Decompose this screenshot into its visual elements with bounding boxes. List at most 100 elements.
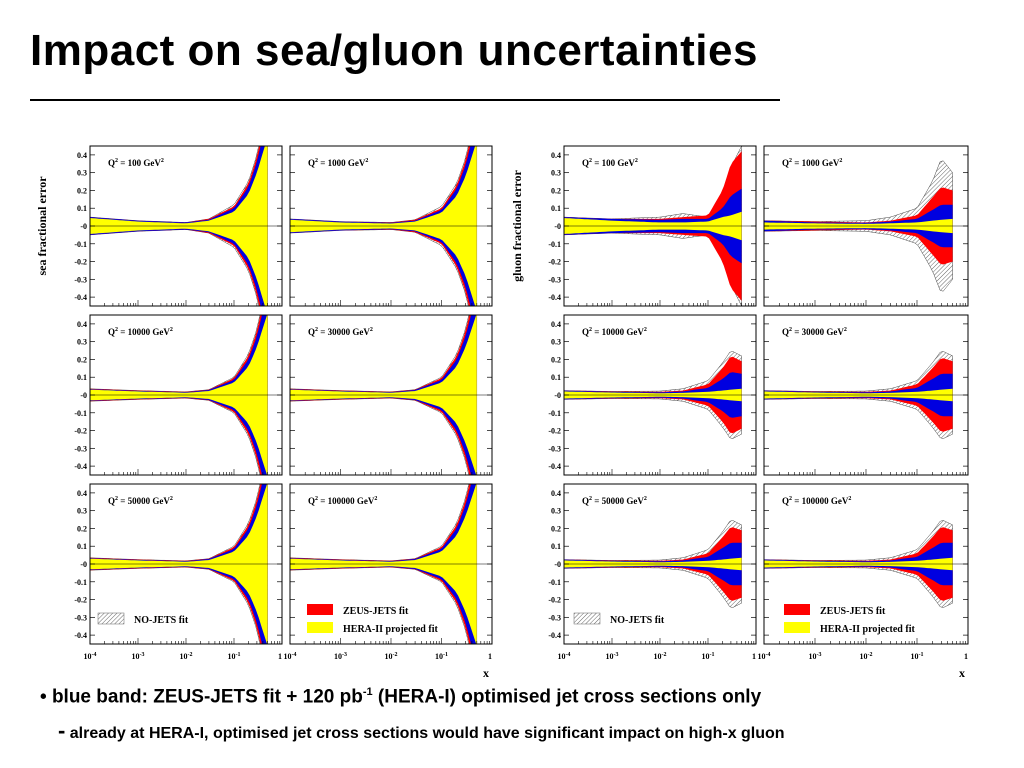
legend-label-no-jets: NO-JETS fit [134,615,189,626]
q2-label: Q2 = 1000 GeV2 [782,158,842,168]
y-tick-label: -0.2 [548,596,561,605]
plot-panel: 0.4 0.3 0.2 0.1 -0 -0.1 -0.2 -0.3 -0.4 Q2 = 10000… [548,314,757,476]
y-tick-label: 0.2 [551,524,561,533]
bullet-1: • blue band: ZEUS-JETS fit + 120 pb-1 (H… [40,686,785,708]
x-tick-label: 1 [752,652,756,661]
y-tick-label: -0.3 [74,444,87,453]
q2-label: Q2 = 100000 GeV2 [782,496,851,506]
y-tick-label: -0.3 [548,275,561,284]
y-tick-label: -0.4 [548,293,561,302]
title-underline [30,99,780,101]
y-tick-label: -0 [80,391,87,400]
x-tick-label: 10-2 [180,652,193,661]
q2-label: Q2 = 100 GeV2 [108,158,164,168]
legend-zeus: ZEUS-JETS fit HERA-II projected fit [307,604,438,635]
x-tick-label: 1 [488,652,492,661]
y-tick-label: -0 [80,222,87,231]
y-tick-label: 0.3 [77,507,87,516]
legend-swatch-zeus-jets [307,604,333,615]
x-tick-label: 10-3 [132,652,145,661]
bullet-list: • blue band: ZEUS-JETS fit + 120 pb-1 (H… [40,686,785,744]
sea-x-axis-title: x [483,666,489,680]
y-tick-label: 0.1 [77,373,87,382]
legend-swatch-hera2 [784,622,810,633]
y-tick-label: -0.1 [548,240,561,249]
y-tick-label: -0.3 [74,613,87,622]
q2-label: Q2 = 10000 GeV2 [108,327,173,337]
y-tick-label: -0 [554,560,561,569]
y-tick-label: -0.1 [74,409,87,418]
gluon-x-axis-title: x [959,666,965,680]
y-tick-label: -0.2 [74,596,87,605]
x-tick-label: 10-2 [385,652,398,661]
y-tick-label: 0.2 [77,524,87,533]
y-tick-label: -0.1 [548,409,561,418]
plot-panel: Q2 = 1000 GeV2 [289,145,493,307]
plot-panel: 0.4 0.3 0.2 0.1 -0 -0.1 -0.2 -0.3 -0.4 Q2 = 100 G… [548,145,757,307]
y-tick-label: -0.4 [74,462,87,471]
y-tick-label: -0.4 [74,631,87,640]
bullet-2: - already at HERA-I, optimised jet cross… [40,718,785,744]
y-tick-label: -0.4 [548,631,561,640]
y-tick-label: 0.2 [551,186,561,195]
y-tick-label: 0.1 [551,373,561,382]
x-tick-label: 1 [278,652,282,661]
y-tick-label: -0.4 [74,293,87,302]
q2-label: Q2 = 100000 GeV2 [308,496,377,506]
y-tick-label: 0.1 [551,542,561,551]
legend-nojets: NO-JETS fit [573,612,665,626]
x-tick-label: 10-3 [334,652,347,661]
y-tick-label: -0.2 [74,258,87,267]
y-tick-label: 0.3 [551,507,561,516]
y-tick-label: -0.3 [548,444,561,453]
legend-swatch-no-jets [573,612,601,625]
x-tick-label: 10-1 [911,652,924,661]
y-tick-label: 0.3 [551,169,561,178]
y-tick-label: 0.1 [77,204,87,213]
legend-label-hera2: HERA-II projected fit [820,624,915,635]
y-tick-label: 0.4 [551,320,561,329]
y-tick-label: -0.2 [548,427,561,436]
y-tick-label: 0.4 [551,151,561,160]
plot-panel: Q2 = 30000 GeV2 [289,314,493,476]
y-tick-label: 0.4 [551,489,561,498]
y-tick-label: 0.2 [77,355,87,364]
legend-label-no-jets: NO-JETS fit [610,615,665,626]
gluon-y-axis-title: gluon fractional error [510,169,524,281]
q2-label: Q2 = 1000 GeV2 [308,158,368,168]
x-tick-label: 10-1 [702,652,715,661]
y-tick-label: -0.3 [74,275,87,284]
bullet-dot: • [40,686,47,708]
x-tick-label: 10-4 [758,652,771,661]
y-tick-label: 0.4 [77,320,87,329]
q2-label: Q2 = 10000 GeV2 [582,327,647,337]
y-tick-label: -0.2 [548,258,561,267]
legend-label-zeus-jets: ZEUS-JETS fit [820,606,886,617]
q2-label: Q2 = 100 GeV2 [582,158,638,168]
legend-swatch-hera2 [307,622,333,633]
y-tick-label: -0.1 [548,578,561,587]
legend-nojets: NO-JETS fit [97,612,189,626]
x-tick-label: 10-4 [84,652,97,661]
x-tick-label: 10-3 [606,652,619,661]
legend-swatch-no-jets [97,612,125,625]
bullet-1-rest: (HERA-I) optimised jet cross sections on… [372,686,762,708]
legend-swatch-zeus-jets [784,604,810,615]
y-tick-label: 0.3 [77,169,87,178]
legend-label-hera2: HERA-II projected fit [343,624,438,635]
x-tick-label: 1 [964,652,968,661]
x-tick-label: 10-4 [284,652,297,661]
y-tick-label: 0.4 [77,151,87,160]
q2-label: Q2 = 30000 GeV2 [782,327,847,337]
x-tick-label: 10-1 [228,652,241,661]
plot-panel: Q2 = 100000 GeV2 10-4 10-3 10-2 10-1 1 [758,483,969,661]
x-tick-label: 10-1 [435,652,448,661]
legend-label-zeus-jets: ZEUS-JETS fit [343,606,409,617]
bullet-2-text: already at HERA-I, optimised jet cross s… [69,725,785,743]
x-tick-label: 10-3 [809,652,822,661]
y-tick-label: 0.2 [77,186,87,195]
bullet-1-text: blue band: ZEUS-JETS fit + 120 pb [51,686,363,708]
plot-panel: Q2 = 30000 GeV2 [763,314,969,476]
y-tick-label: -0.1 [74,578,87,587]
